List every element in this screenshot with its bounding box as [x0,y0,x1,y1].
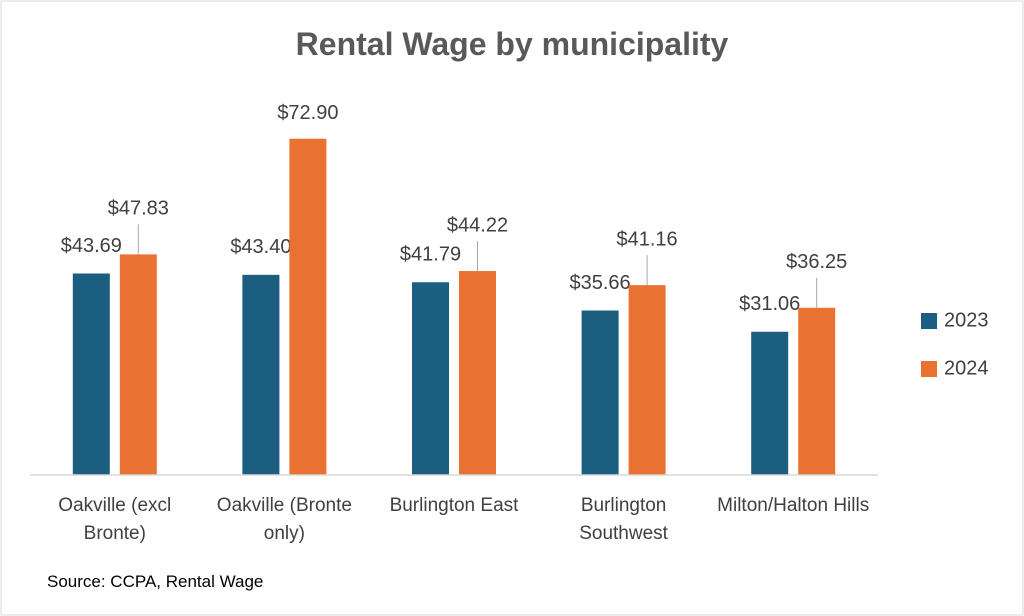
data-label: $41.16 [617,228,678,250]
bar [119,254,157,475]
bar [412,282,449,475]
x-tick-label: Burlington Southwest [579,495,668,544]
data-label: $36.25 [786,251,847,273]
bar [289,138,327,475]
data-label: $43.69 [61,235,122,257]
x-tick-label: Burlington East [389,495,519,516]
bar [459,271,496,475]
legend-swatch [921,361,937,377]
bar [628,285,666,475]
data-label: $35.66 [570,272,631,294]
bar [242,274,280,475]
x-tick-label: Milton/Halton Hills [717,495,870,516]
x-tick-label: Oakville (excl Bronte) [58,495,172,544]
legend-label: 2024 [944,357,989,379]
chart-title: Rental Wage by municipality [295,26,729,62]
bar [751,331,789,475]
bar [798,307,836,475]
bar [72,273,110,475]
legend-swatch [921,313,937,329]
x-tick-label: Oakville (Bronte only) [216,495,352,544]
data-label: $47.83 [108,198,169,220]
source-note: Source: CCPA, Rental Wage [47,572,264,591]
data-label: $31.06 [739,293,800,315]
data-label: $41.79 [400,244,461,266]
bar [581,310,619,475]
legend-label: 2023 [944,309,989,331]
data-label: $43.40 [230,236,291,258]
data-label: $44.22 [447,214,508,236]
data-label: $72.90 [277,102,338,124]
